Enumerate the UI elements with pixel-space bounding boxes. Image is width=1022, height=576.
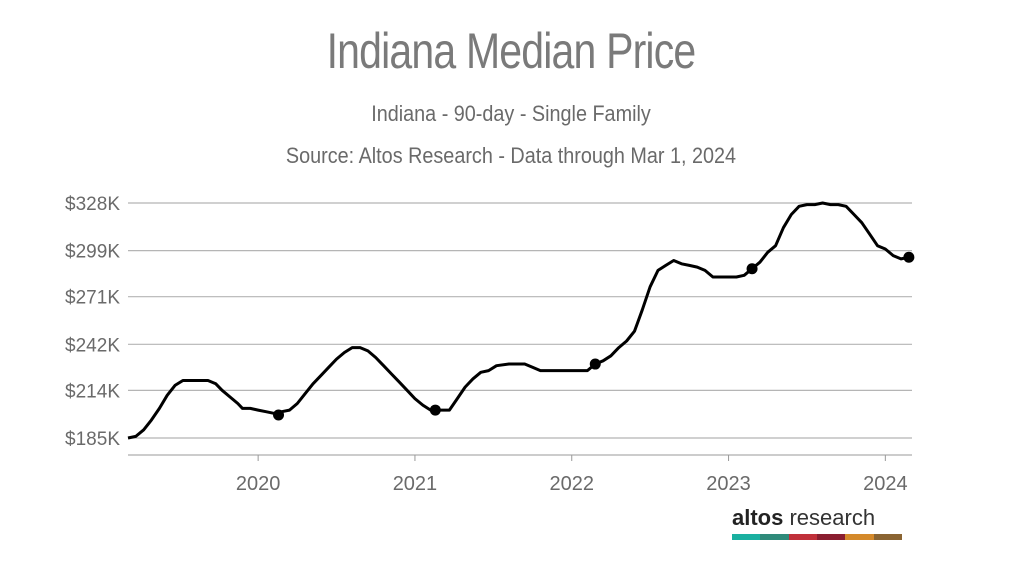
x-tick-label: 2021 <box>393 473 438 495</box>
data-point-marker <box>746 263 758 275</box>
logo-color-segment <box>845 534 874 540</box>
chart-title: Indiana Median Price <box>326 23 697 79</box>
x-tick-label: 2024 <box>863 473 908 495</box>
x-tick-label: 2022 <box>549 473 594 495</box>
gridlines <box>128 202 912 439</box>
y-tick-label: $214K <box>65 381 120 402</box>
logo-color-segment <box>816 534 846 540</box>
chart-source: Source: Altos Research - Data through Ma… <box>285 143 737 168</box>
x-axis-ticks: 2020 2021 2022 2023 2024 <box>236 455 908 495</box>
logo-color-segment <box>760 534 789 540</box>
logo-color-segment <box>732 534 761 540</box>
x-tick-label: 2020 <box>236 473 281 495</box>
logo-color-bar <box>732 534 902 540</box>
y-tick-label: $271K <box>65 288 120 309</box>
y-tick-label: $299K <box>65 242 120 263</box>
data-point-marker <box>273 409 285 421</box>
data-point-marker <box>429 404 441 416</box>
y-tick-label: $242K <box>65 335 120 356</box>
altos-research-logo: altos research <box>732 505 904 540</box>
logo-color-segment <box>873 534 902 540</box>
x-tick-label: 2023 <box>706 473 751 495</box>
data-point-marker <box>903 251 915 263</box>
data-point-marker <box>589 358 601 370</box>
y-axis-ticks: $185K $214K $242K $271K $299K $328K <box>65 194 120 450</box>
median-price-line <box>127 201 910 440</box>
y-tick-label: $328K <box>65 194 120 215</box>
y-tick-label: $185K <box>65 429 120 450</box>
logo-text: altos research <box>732 505 876 530</box>
chart-subtitle: Indiana - 90-day - Single Family <box>371 101 651 126</box>
year-markers <box>273 251 915 421</box>
logo-color-segment <box>788 534 817 540</box>
